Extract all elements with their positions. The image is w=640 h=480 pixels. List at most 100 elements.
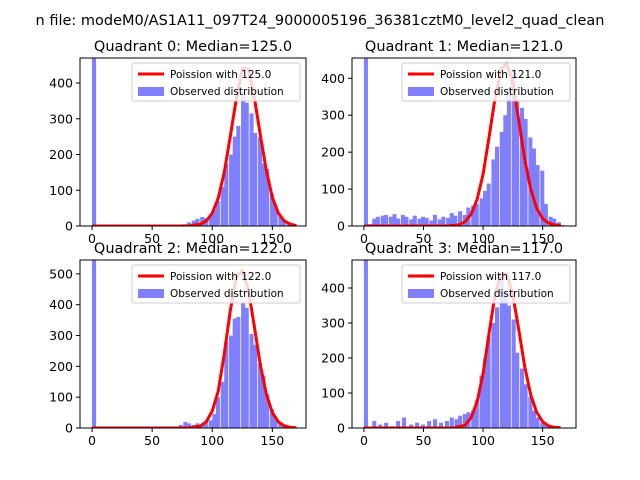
histogram-bar bbox=[224, 341, 229, 428]
histogram-bar bbox=[253, 344, 258, 428]
histogram-bar bbox=[458, 415, 463, 428]
histogram-bar bbox=[535, 165, 540, 226]
y-tick-label: 200 bbox=[321, 351, 345, 366]
y-tick-label: 400 bbox=[321, 281, 345, 296]
histogram-bar bbox=[474, 203, 479, 226]
axes-frame bbox=[351, 57, 577, 227]
y-tick-label: 100 bbox=[321, 182, 345, 197]
x-tick-label: 50 bbox=[144, 433, 160, 448]
y-tick-label: 200 bbox=[321, 145, 345, 160]
histogram-bar bbox=[257, 136, 263, 226]
histogram-bar bbox=[249, 113, 254, 226]
histogram-bar bbox=[92, 260, 97, 428]
histogram-bar bbox=[384, 422, 389, 428]
histogram-bar bbox=[531, 410, 536, 428]
legend-observed-label: Observed distribution bbox=[170, 288, 284, 300]
histogram-bars bbox=[363, 260, 557, 428]
histogram-bar bbox=[372, 421, 377, 428]
subplot-quadrant-1: 0 50 100 150 0 100 200 300 400 Quadrant 1: Median… bbox=[321, 39, 577, 246]
legend-poisson-label: Poission with 117.0 bbox=[440, 271, 541, 283]
histogram-bar bbox=[191, 220, 196, 226]
histogram-bar bbox=[528, 396, 533, 428]
histogram-bar bbox=[244, 102, 249, 226]
histogram-bar bbox=[212, 414, 217, 428]
histogram-bar bbox=[494, 307, 500, 428]
legend-poisson-label: Poission with 121.0 bbox=[440, 69, 541, 81]
histogram-bar bbox=[433, 419, 438, 428]
x-tick-label: 50 bbox=[416, 231, 432, 246]
histogram-bar bbox=[471, 205, 476, 226]
histogram-bar bbox=[195, 218, 200, 226]
histogram-bar bbox=[421, 216, 426, 226]
histogram-bar bbox=[486, 183, 491, 226]
legend: Poission with 125.0 Observed distribution bbox=[131, 62, 301, 102]
legend-box bbox=[401, 62, 571, 102]
histogram-bar bbox=[503, 291, 508, 428]
histogram-bar bbox=[380, 215, 385, 226]
y-tick-label: 300 bbox=[49, 328, 73, 343]
legend-box bbox=[401, 264, 571, 304]
histogram-bar bbox=[438, 422, 444, 428]
y-tick-label: 0 bbox=[337, 421, 345, 436]
histogram-bar bbox=[232, 318, 237, 428]
histogram-bar bbox=[404, 216, 409, 226]
histogram-bar bbox=[215, 397, 220, 428]
histogram-bar bbox=[449, 417, 454, 428]
histogram-bar bbox=[241, 303, 246, 428]
histogram-bar bbox=[241, 91, 246, 226]
histogram-bar bbox=[278, 215, 283, 226]
histogram-bar bbox=[520, 368, 525, 428]
histogram-bar bbox=[232, 136, 237, 226]
histogram-bar bbox=[427, 421, 432, 428]
y-tick-label: 100 bbox=[49, 390, 73, 405]
histogram-bar bbox=[429, 220, 434, 226]
y-tick-label: 200 bbox=[49, 147, 73, 162]
legend-observed-swatch bbox=[138, 289, 164, 298]
histogram-bar bbox=[548, 216, 553, 226]
legend-box bbox=[131, 264, 301, 304]
histogram-bar bbox=[483, 358, 488, 428]
histogram-bar bbox=[402, 417, 407, 428]
histogram-bar bbox=[494, 146, 500, 226]
histogram-bar bbox=[208, 420, 213, 428]
legend-observed-swatch bbox=[408, 289, 434, 298]
histogram-bar bbox=[372, 218, 377, 226]
y-tick-label: 400 bbox=[321, 71, 345, 86]
histogram-bar bbox=[273, 418, 278, 428]
histogram-bar bbox=[186, 222, 192, 226]
histogram-bar bbox=[203, 421, 208, 428]
histogram-bar bbox=[486, 337, 491, 428]
histogram-bar bbox=[479, 198, 484, 226]
histogram-bar bbox=[531, 148, 536, 226]
histogram-bar bbox=[446, 217, 451, 226]
axes-frame bbox=[79, 259, 307, 429]
histogram-bar bbox=[491, 323, 496, 428]
legend: Poission with 122.0 Observed distribution bbox=[131, 264, 301, 304]
histogram-bar bbox=[453, 215, 458, 226]
histogram-bar bbox=[552, 218, 557, 226]
legend-observed-label: Observed distribution bbox=[170, 86, 284, 98]
figure-title: n file: modeM0/AS1A11_097T24_9000005196_… bbox=[36, 13, 605, 29]
histogram-bar bbox=[265, 168, 270, 226]
legend-observed-label: Observed distribution bbox=[440, 288, 554, 300]
histogram-bar bbox=[236, 125, 241, 226]
histogram-bar bbox=[483, 190, 488, 226]
histogram-bar bbox=[273, 206, 278, 226]
y-tick-label: 400 bbox=[49, 297, 73, 312]
histogram-bar bbox=[506, 87, 511, 226]
histogram-bar bbox=[441, 216, 446, 226]
y-tick-label: 0 bbox=[65, 219, 73, 234]
histogram-bar bbox=[363, 58, 368, 226]
legend-observed-swatch bbox=[138, 87, 164, 96]
y-tick-label: 0 bbox=[337, 219, 345, 234]
histogram-bar bbox=[499, 131, 504, 226]
histogram-bar bbox=[178, 424, 183, 428]
histogram-bar bbox=[415, 422, 420, 428]
x-tick-label: 0 bbox=[360, 433, 368, 448]
histogram-bar bbox=[437, 219, 442, 226]
subplot-title: Quadrant 2: Median=122.0 bbox=[94, 241, 292, 257]
x-tick-label: 100 bbox=[200, 231, 224, 246]
histogram-bar bbox=[224, 163, 229, 226]
y-tick-label: 300 bbox=[49, 111, 73, 126]
histogram-bar bbox=[520, 107, 525, 226]
